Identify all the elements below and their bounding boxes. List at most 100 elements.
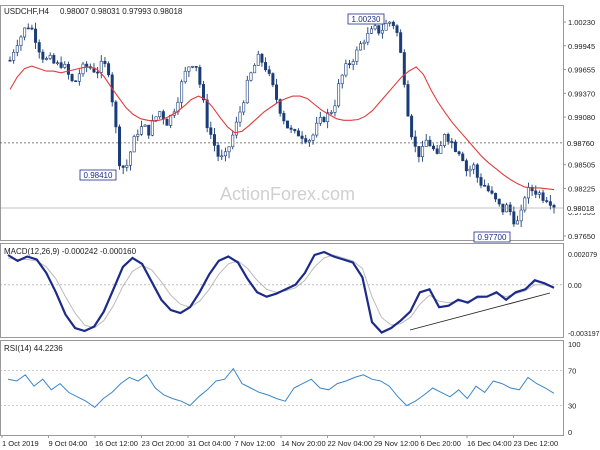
current-price-label-bg bbox=[564, 203, 598, 213]
candle-body bbox=[552, 205, 556, 208]
candle-body bbox=[293, 129, 297, 132]
x-tick-label: 29 Nov 12:00 bbox=[374, 439, 419, 448]
candle-body bbox=[34, 28, 38, 43]
watermark: ActionForex.com bbox=[220, 184, 355, 204]
candle-body bbox=[428, 139, 432, 147]
candle-body bbox=[15, 45, 19, 53]
x-tick-label: 31 Oct 04:00 bbox=[188, 439, 231, 448]
candle-body bbox=[490, 190, 494, 194]
candle-body bbox=[70, 74, 74, 82]
price-tick-label: 0.99945 bbox=[568, 42, 595, 51]
candle-body bbox=[355, 49, 359, 62]
candle-body bbox=[107, 63, 111, 76]
candle-body bbox=[391, 21, 395, 27]
candle-body bbox=[472, 164, 476, 170]
candle-body bbox=[74, 80, 78, 83]
candle-body bbox=[136, 133, 140, 137]
x-tick-label: 16 Oct 12:00 bbox=[95, 439, 138, 448]
moving-average-line bbox=[9, 65, 555, 191]
candle-body bbox=[311, 134, 315, 141]
candle-body bbox=[264, 62, 268, 71]
candle-body bbox=[66, 64, 70, 75]
candle-body bbox=[475, 164, 479, 178]
candle-body bbox=[271, 73, 275, 86]
candle-body bbox=[275, 84, 279, 100]
candle-body bbox=[384, 23, 388, 31]
candle-body bbox=[322, 117, 326, 123]
macd-layer bbox=[0, 250, 563, 334]
annotation-label: 0.98410 bbox=[84, 171, 113, 180]
candle-body bbox=[121, 165, 125, 168]
candle-body bbox=[432, 145, 436, 150]
candle-body bbox=[366, 33, 370, 43]
candle-body bbox=[450, 141, 454, 143]
axes-layer: 1.00230 0.99945 0.99655 0.99370 0.99080 0.987… bbox=[1, 18, 600, 448]
candle-body bbox=[154, 116, 158, 121]
candle-body bbox=[132, 136, 136, 153]
candle-body bbox=[278, 99, 282, 114]
candle-body bbox=[245, 79, 249, 104]
candle-body bbox=[55, 62, 59, 64]
annotation-box: 0.98410 bbox=[79, 169, 117, 181]
candle-body bbox=[329, 112, 333, 114]
candle-body bbox=[461, 153, 465, 161]
x-tick-label: 7 Nov 12:00 bbox=[235, 439, 275, 448]
candle-body bbox=[150, 119, 154, 136]
candle-body bbox=[128, 151, 132, 166]
candle-body bbox=[99, 60, 103, 73]
x-tick-label: 9 Oct 04:00 bbox=[49, 439, 88, 448]
annotation-frame bbox=[473, 231, 511, 243]
candle-body bbox=[118, 126, 122, 167]
price-panel bbox=[0, 5, 564, 241]
candle-body bbox=[242, 102, 246, 113]
candle-body bbox=[231, 134, 235, 148]
candle-body bbox=[417, 146, 421, 157]
candle-body bbox=[537, 192, 541, 195]
candle-body bbox=[402, 52, 406, 85]
candle-body bbox=[23, 27, 27, 38]
candle-body bbox=[413, 136, 417, 147]
candle-body bbox=[380, 29, 384, 34]
candle-body bbox=[362, 41, 366, 45]
candle-body bbox=[296, 130, 300, 137]
price-tick-label: 0.97650 bbox=[568, 232, 595, 241]
candle-body bbox=[373, 25, 377, 30]
price-tick-label: 0.99655 bbox=[568, 66, 595, 75]
candle-body bbox=[52, 55, 56, 64]
candle-body bbox=[512, 211, 516, 225]
macd-title: MACD(12,26,9) -0.000242 -0.000160 bbox=[4, 247, 137, 256]
candle-body bbox=[238, 111, 242, 123]
candle-body bbox=[282, 113, 286, 122]
candle-body bbox=[256, 53, 260, 66]
candle-body bbox=[315, 122, 319, 136]
candle-body bbox=[26, 27, 30, 30]
x-tick-label: 23 Oct 20:00 bbox=[142, 439, 185, 448]
candle-body bbox=[377, 25, 381, 34]
macd-tick-label: 0.00 bbox=[568, 283, 582, 290]
rsi-panel bbox=[0, 340, 564, 436]
candle-body bbox=[439, 145, 443, 154]
candle-body bbox=[103, 60, 107, 64]
candle-body bbox=[424, 139, 428, 147]
candle-body bbox=[464, 160, 468, 172]
candle-body bbox=[198, 66, 202, 85]
candle-body bbox=[253, 65, 257, 74]
x-tick-label: 16 Dec 04:00 bbox=[467, 439, 512, 448]
candle-body bbox=[12, 51, 16, 61]
candle-body bbox=[191, 66, 195, 68]
candle-body bbox=[519, 209, 523, 222]
candle-body bbox=[515, 220, 519, 225]
candle-body bbox=[176, 101, 180, 113]
annotation-label: 1.00230 bbox=[352, 15, 381, 24]
macd-trendline bbox=[409, 292, 551, 331]
candle-body bbox=[63, 64, 67, 68]
candle-body bbox=[453, 141, 457, 152]
candle-body bbox=[505, 204, 509, 213]
candle-body bbox=[143, 124, 147, 127]
candle-body bbox=[41, 51, 45, 60]
candle-body bbox=[223, 151, 227, 157]
candle-body bbox=[421, 146, 425, 157]
candle-body bbox=[169, 114, 173, 126]
candle-body bbox=[548, 201, 552, 206]
